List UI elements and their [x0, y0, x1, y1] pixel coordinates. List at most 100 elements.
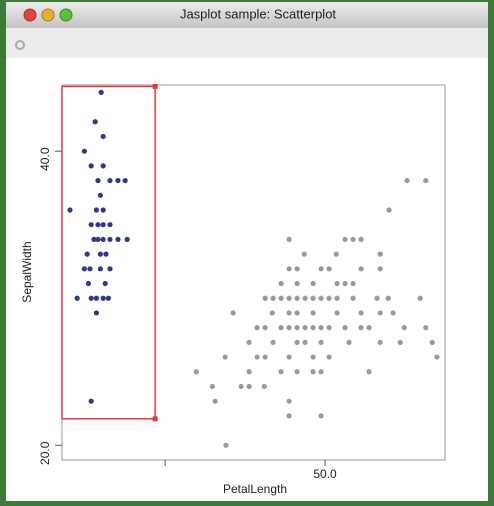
point	[122, 177, 128, 184]
point	[107, 222, 113, 228]
point	[100, 295, 106, 301]
point	[286, 266, 292, 272]
point	[95, 236, 101, 243]
point	[318, 413, 324, 419]
point	[246, 369, 252, 375]
point	[310, 325, 316, 331]
point	[246, 383, 252, 390]
point	[302, 295, 308, 301]
point	[269, 310, 275, 316]
point	[358, 310, 364, 316]
point	[358, 325, 364, 331]
point	[100, 133, 106, 140]
point	[294, 310, 300, 316]
point	[342, 325, 348, 331]
minimize-button[interactable]	[41, 8, 55, 22]
point	[88, 222, 94, 228]
point	[88, 295, 94, 301]
point	[318, 295, 324, 301]
point	[377, 339, 383, 345]
point	[278, 295, 284, 301]
point	[318, 266, 324, 272]
selection-handle	[152, 83, 158, 89]
point	[278, 325, 284, 331]
point	[97, 192, 103, 198]
point	[270, 339, 276, 345]
point	[326, 325, 332, 331]
selection-handle	[152, 416, 158, 422]
point	[326, 354, 332, 360]
point	[286, 236, 292, 243]
point	[107, 266, 113, 272]
point	[91, 236, 97, 243]
point	[366, 369, 372, 375]
close-button[interactable]	[23, 8, 37, 22]
point	[286, 325, 292, 331]
point	[346, 339, 352, 345]
point	[254, 354, 260, 360]
zoom-button[interactable]	[59, 8, 73, 22]
point	[115, 236, 121, 243]
point	[350, 280, 356, 287]
point	[92, 119, 98, 125]
point	[294, 280, 300, 287]
point	[318, 325, 324, 331]
point	[350, 236, 356, 243]
point	[366, 325, 372, 331]
point	[84, 251, 90, 257]
point	[286, 413, 292, 419]
point	[374, 295, 380, 301]
point	[404, 177, 410, 184]
point	[88, 398, 94, 404]
point	[85, 280, 91, 287]
point	[238, 383, 244, 390]
point	[209, 383, 215, 390]
point	[429, 339, 435, 345]
point	[326, 295, 332, 301]
point	[102, 280, 108, 287]
point	[100, 236, 106, 243]
point	[95, 177, 101, 184]
point	[310, 369, 316, 375]
point	[246, 339, 252, 345]
point	[294, 266, 300, 272]
point	[401, 325, 407, 331]
point	[385, 295, 391, 301]
point	[302, 325, 308, 331]
point	[278, 369, 284, 375]
point	[93, 207, 99, 213]
point	[318, 369, 324, 375]
point	[98, 89, 104, 95]
point	[286, 310, 292, 316]
point	[261, 383, 267, 390]
point	[302, 339, 308, 345]
point	[81, 266, 87, 272]
point	[334, 310, 340, 316]
point	[270, 295, 276, 301]
point	[294, 369, 300, 375]
x-tick-label: 50.0	[313, 467, 337, 481]
point	[286, 295, 292, 301]
y-tick-label: 20.0	[38, 441, 52, 465]
point	[74, 295, 80, 301]
title-bar	[6, 2, 488, 28]
point	[262, 295, 268, 301]
point	[342, 280, 348, 287]
point	[386, 207, 392, 213]
point	[93, 310, 99, 316]
point	[310, 295, 316, 301]
point	[107, 177, 113, 184]
point	[342, 236, 348, 243]
point	[310, 354, 316, 360]
point	[294, 339, 300, 345]
point	[390, 310, 396, 316]
point	[294, 295, 300, 301]
point	[230, 310, 236, 316]
point	[333, 251, 339, 257]
point	[212, 398, 218, 404]
y-axis-label: SepalWidth	[20, 241, 34, 302]
point	[310, 310, 316, 316]
gear-icon[interactable]	[15, 40, 25, 50]
point	[286, 354, 292, 360]
